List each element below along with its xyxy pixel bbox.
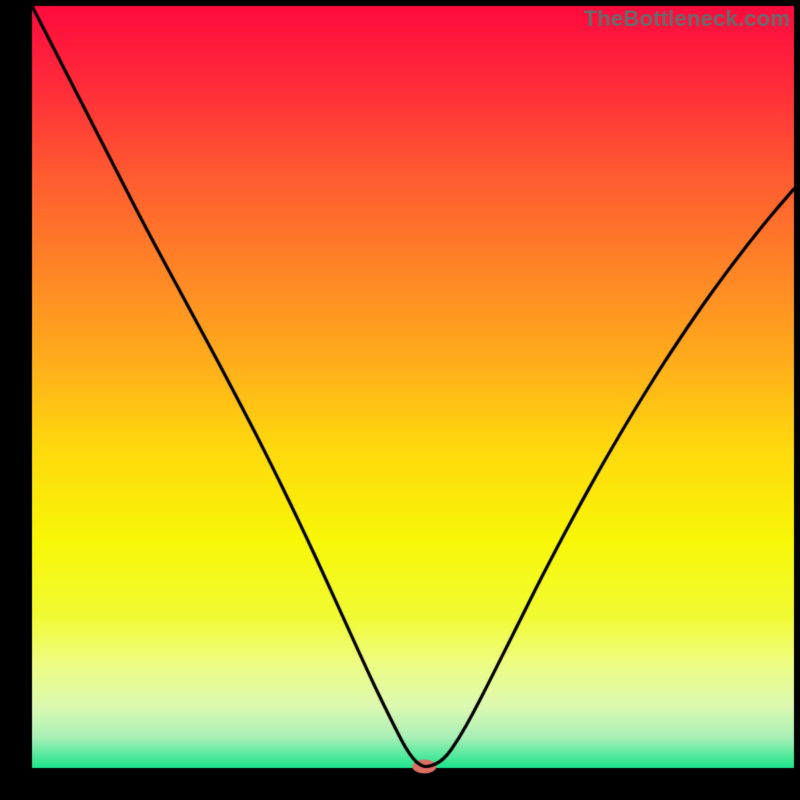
bottleneck-curve-chart <box>0 0 800 800</box>
chart-container: TheBottleneck.com <box>0 0 800 800</box>
plot-area <box>0 0 800 800</box>
watermark-text: TheBottleneck.com <box>584 6 790 32</box>
